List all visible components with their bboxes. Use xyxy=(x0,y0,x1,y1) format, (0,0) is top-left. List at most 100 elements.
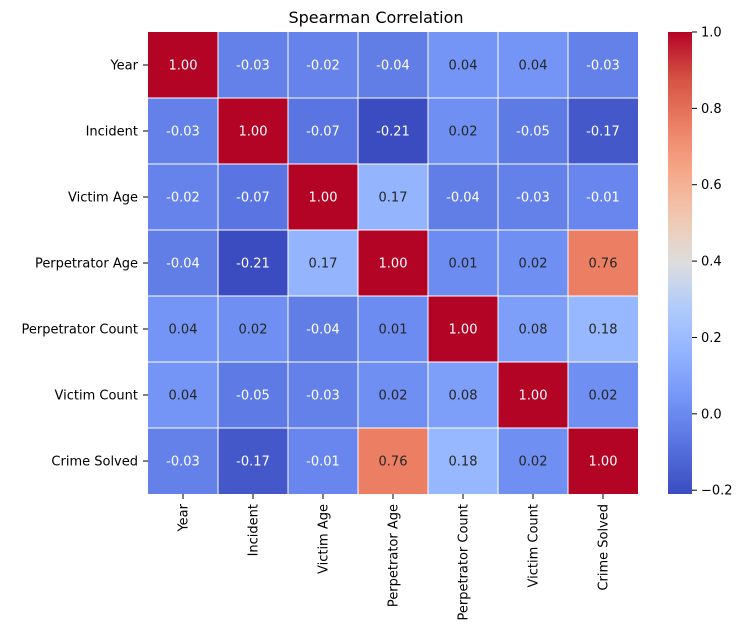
cell-value-label: -0.02 xyxy=(166,191,200,206)
heatmap-cell xyxy=(498,428,568,494)
x-tick-label: Year xyxy=(177,503,192,532)
y-tick-label: Perpetrator Count xyxy=(21,323,138,338)
heatmap-cell xyxy=(148,296,218,362)
cell-value-label: 0.01 xyxy=(379,323,408,338)
cell-value-label: -0.04 xyxy=(306,323,340,338)
cell-value-label: 0.01 xyxy=(449,257,478,272)
heatmap-cell xyxy=(568,362,638,428)
y-tick-label: Incident xyxy=(86,125,138,140)
cell-value-label: 1.00 xyxy=(519,389,548,404)
heatmap-cell xyxy=(358,32,428,98)
cell-value-label: -0.04 xyxy=(376,59,410,74)
cell-value-label: -0.03 xyxy=(586,59,620,74)
heatmap-cell xyxy=(148,428,218,494)
cell-value-label: 0.76 xyxy=(379,455,408,470)
heatmap-cell xyxy=(148,98,218,164)
y-tick-label: Victim Age xyxy=(68,191,138,206)
cell-value-label: 0.02 xyxy=(379,389,408,404)
cell-value-label: 0.18 xyxy=(589,323,618,338)
heatmap-cell xyxy=(288,428,358,494)
colorbar-tick-label: 1.0 xyxy=(701,26,722,41)
heatmap-grid-lines xyxy=(148,32,638,494)
cell-value-label: -0.05 xyxy=(516,125,550,140)
heatmap-cell xyxy=(428,230,498,296)
cell-value-label: -0.03 xyxy=(166,455,200,470)
heatmap-cell xyxy=(568,230,638,296)
cell-value-label: 1.00 xyxy=(169,59,198,74)
x-tick-label: Perpetrator Count xyxy=(457,504,472,621)
colorbar-tick-label: 0.2 xyxy=(701,331,722,346)
x-tick-label: Victim Count xyxy=(527,504,542,587)
heatmap-cell xyxy=(288,296,358,362)
colorbar-tick-label: −0.2 xyxy=(701,484,733,499)
cell-value-label: 0.17 xyxy=(379,191,408,206)
heatmap-cell xyxy=(428,362,498,428)
heatmap-cell xyxy=(498,230,568,296)
heatmap-cell xyxy=(498,98,568,164)
cell-value-label: -0.17 xyxy=(236,455,270,470)
cell-value-label: 0.04 xyxy=(519,59,548,74)
colorbar-tick-label: 0.8 xyxy=(701,102,722,117)
y-tick-label: Crime Solved xyxy=(51,455,138,470)
colorbar: −0.2 0.0 0.2 0.4 0.6 0.8 1.0 xyxy=(668,26,733,499)
heatmap-cell xyxy=(288,32,358,98)
cell-value-label: 0.08 xyxy=(449,389,478,404)
cell-value-label: 0.02 xyxy=(519,455,548,470)
heatmap-cell xyxy=(288,362,358,428)
heatmap-cell xyxy=(428,428,498,494)
cell-value-label: 0.02 xyxy=(519,257,548,272)
cell-value-label: 0.04 xyxy=(169,323,198,338)
heatmap-cell xyxy=(498,32,568,98)
heatmap-cell xyxy=(218,164,288,230)
cell-value-label: 0.08 xyxy=(519,323,548,338)
cell-value-label: 0.02 xyxy=(589,389,618,404)
heatmap-cell xyxy=(218,230,288,296)
x-axis-tick-labels: Year Incident Victim Age Perpetrator Age Per… xyxy=(177,494,612,621)
y-tick-label: Perpetrator Age xyxy=(35,257,138,272)
x-tick-label: Victim Age xyxy=(317,504,332,574)
heatmap-cell xyxy=(288,164,358,230)
heatmap-cell xyxy=(428,32,498,98)
heatmap-cell xyxy=(568,32,638,98)
chart-title: Spearman Correlation xyxy=(288,8,463,27)
heatmap-cell xyxy=(218,98,288,164)
heatmap-cell xyxy=(498,362,568,428)
cell-value-label: -0.01 xyxy=(586,191,620,206)
cell-value-label: 0.18 xyxy=(449,455,478,470)
cell-value-label: 0.04 xyxy=(169,389,198,404)
heatmap-cell xyxy=(498,164,568,230)
heatmap-cell xyxy=(218,428,288,494)
colorbar-tick-label: 0.6 xyxy=(701,178,722,193)
heatmap-cell xyxy=(288,230,358,296)
heatmap-cell xyxy=(568,428,638,494)
heatmap-cell xyxy=(218,362,288,428)
heatmap-cell xyxy=(148,362,218,428)
cell-value-label: -0.07 xyxy=(306,125,340,140)
cell-value-label: 1.00 xyxy=(239,125,268,140)
cell-value-label: -0.04 xyxy=(166,257,200,272)
x-tick-label: Incident xyxy=(247,504,262,556)
heatmap-cell xyxy=(358,296,428,362)
y-tick-label: Year xyxy=(109,59,138,74)
heatmap-cell xyxy=(358,98,428,164)
heatmap-cell xyxy=(148,32,218,98)
cell-value-label: 1.00 xyxy=(379,257,408,272)
cell-value-label: 0.17 xyxy=(309,257,338,272)
colorbar-tick-label: 0.0 xyxy=(701,407,722,422)
colorbar-tick-label: 0.4 xyxy=(701,255,722,270)
cell-value-label: -0.01 xyxy=(306,455,340,470)
cell-value-label: -0.03 xyxy=(166,125,200,140)
heatmap-cell xyxy=(568,164,638,230)
cell-value-label: -0.02 xyxy=(306,59,340,74)
heatmap-cell xyxy=(428,98,498,164)
cell-value-label: -0.07 xyxy=(236,191,270,206)
heatmap-cell xyxy=(148,230,218,296)
heatmap-cell xyxy=(428,164,498,230)
cell-value-label: -0.21 xyxy=(236,257,270,272)
heatmap-cells: 1.00 -0.03 -0.02 -0.04 0.04 0.04 -0.03 -0.03 1.0… xyxy=(148,32,638,494)
y-axis-tick-labels: Year Incident Victim Age Perpetrator Age Per… xyxy=(21,59,148,470)
cell-value-label: -0.03 xyxy=(306,389,340,404)
heatmap-cell xyxy=(358,362,428,428)
x-tick-label: Perpetrator Age xyxy=(387,504,402,607)
